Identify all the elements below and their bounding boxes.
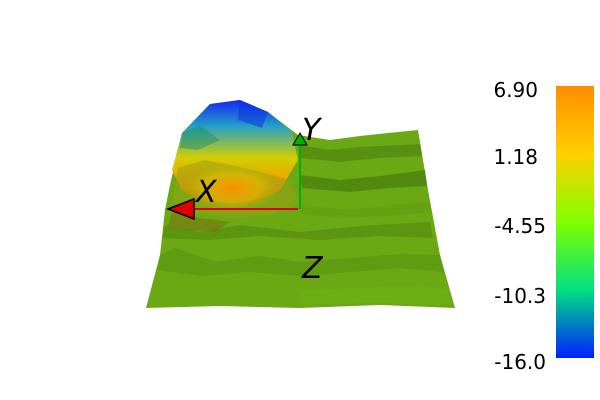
colorbar-tick-min: -16.0 bbox=[494, 350, 546, 374]
colorbar-tick-max: 6.90 bbox=[493, 78, 538, 102]
colorbar-tick-3: -4.55 bbox=[494, 214, 546, 238]
colorbar-tick-2: 1.18 bbox=[493, 145, 538, 169]
z-axis: Z bbox=[301, 251, 324, 286]
x-axis-arrowhead bbox=[165, 197, 195, 221]
z-axis-label: Z bbox=[301, 251, 324, 286]
y-axis-label: Y bbox=[302, 113, 323, 148]
y-axis: Y bbox=[292, 113, 323, 209]
y-axis-arrowhead bbox=[292, 132, 308, 146]
surface-mesh bbox=[146, 100, 455, 308]
colorbar-scale bbox=[556, 86, 594, 358]
colorbar-tick-4: -10.3 bbox=[494, 284, 546, 308]
x-axis: X bbox=[165, 175, 298, 221]
x-axis-label: X bbox=[194, 175, 218, 210]
